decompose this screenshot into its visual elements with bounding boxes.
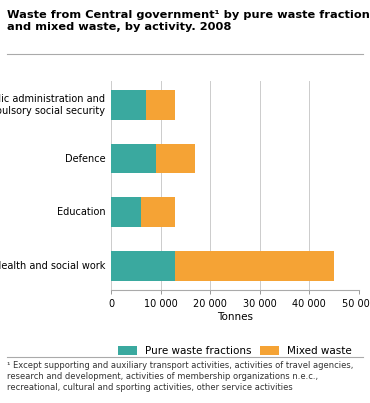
Text: ¹ Except supporting and auxiliary transport activities, activities of travel age: ¹ Except supporting and auxiliary transp…	[7, 361, 354, 392]
Text: Waste from Central government¹ by pure waste fractions
and mixed waste, by activ: Waste from Central government¹ by pure w…	[7, 10, 370, 33]
Bar	[141, 197, 175, 227]
Bar	[111, 251, 175, 280]
Bar	[111, 90, 146, 120]
Bar	[111, 197, 141, 227]
Legend: Pure waste fractions, Mixed waste: Pure waste fractions, Mixed waste	[114, 341, 356, 360]
Bar	[156, 144, 195, 173]
X-axis label: Tonnes: Tonnes	[217, 312, 253, 322]
Bar	[146, 90, 175, 120]
Bar	[175, 251, 334, 280]
Bar	[111, 144, 156, 173]
